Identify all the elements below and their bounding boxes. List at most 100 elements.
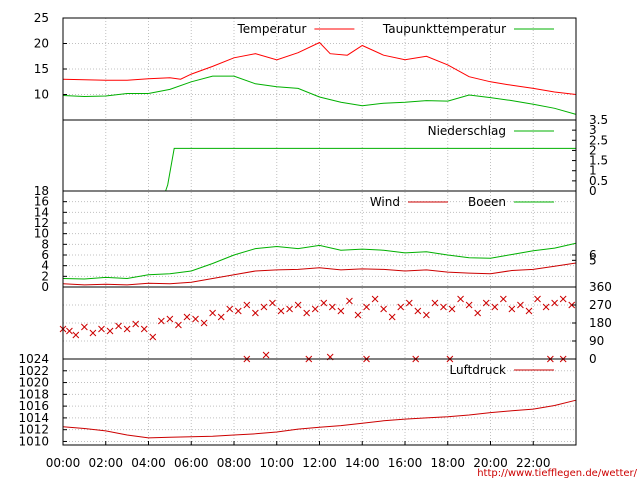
direction-point [457,295,464,303]
y-tick-label: 0 [41,280,49,294]
direction-point [354,311,362,319]
x-tick-label: 14:00 [345,456,380,470]
y-tick-label: 1010 [18,434,49,448]
direction-point [149,333,157,341]
direction-point [226,305,234,313]
x-tick-label: 20:00 [473,456,508,470]
direction-point [414,307,422,315]
y-right-tick-label: 360 [589,280,612,294]
legend-label: Boeen [468,195,506,209]
direction-point [371,295,379,303]
direction-point [482,299,490,307]
y-tick-label: 10 [34,88,49,102]
direction-point [132,320,140,328]
direction-point [192,315,199,323]
y-tick-label: 10 [34,227,49,241]
direction-point [123,325,131,333]
direction-point [508,305,516,313]
y-right-tick-label: 180 [589,316,612,330]
y-tick-label: 1014 [18,411,49,425]
direction-point [89,329,97,337]
y-right-tick-label: 1 [589,164,597,178]
direction-point [465,301,473,309]
direction-point [499,295,507,303]
direction-point [328,303,336,311]
x-tick-label: 16:00 [388,456,423,470]
direction-point [525,307,533,315]
direction-point [66,327,73,335]
y-tick-label: 8 [41,237,49,251]
direction-point [81,323,88,331]
direction-point [431,299,439,307]
direction-point [363,303,370,311]
direction-point [337,307,345,315]
direction-point [320,299,328,307]
direction-point [72,331,80,339]
y-right-tick-label: 2.5 [589,133,608,147]
y-tick-label: 2 [41,269,49,283]
source-url: http://www.tiefflegen.de/wetter/ [477,468,637,479]
y-tick-label: 15 [34,62,49,76]
series-line-wind [62,262,577,286]
direction-point [209,309,216,317]
direction-point [568,301,576,309]
legend-label: Temperatur [236,22,306,36]
y-right-tick-label: 90 [589,334,604,348]
pressure-panel-frame [62,358,577,446]
direction-point [286,305,293,313]
y-tick-label: 20 [34,37,49,51]
direction-point [551,299,558,307]
direction-point [397,303,405,311]
x-tick-label: 08:00 [217,456,252,470]
series-line-taupunkttemperatur [62,75,577,115]
y-right-tick-label: 3 [589,123,597,137]
y-tick-label: 4 [41,259,49,273]
y-right-tick-label: 5 [589,253,597,267]
y-tick-label: 16 [34,195,49,209]
frame-layer [62,17,577,446]
y-right-tick-label: 3.5 [589,113,608,127]
series-line-temperatur [62,41,577,95]
x-tick-label: 02:00 [88,456,123,470]
x-tick-label: 04:00 [131,456,166,470]
direction-point [311,305,319,313]
direction-point [517,301,524,309]
y-tick-label: 6 [41,248,49,262]
direction-point [157,317,165,325]
series-line-boeen [62,242,577,280]
y-tick-label: 14 [34,205,49,219]
x-tick-label: 18:00 [430,456,465,470]
direction-point [405,299,413,307]
direction-point [175,321,182,329]
x-tick-label: 22:00 [516,456,551,470]
y-right-tick-label: 0 [589,352,597,366]
y-tick-label: 1018 [18,387,49,401]
y-tick-label: 1022 [18,364,49,378]
direction-point [260,303,268,311]
y-right-tick-label: 2 [589,143,597,157]
direction-point [440,303,447,311]
y-right-tick-label: 1.5 [589,154,608,168]
x-tick-label: 12:00 [302,456,337,470]
direction-point [534,295,541,303]
direction-point [200,319,208,327]
direction-point [346,297,353,305]
direction-point [474,309,482,317]
direction-point [423,311,430,319]
direction-point [277,307,285,315]
direction-point [380,305,387,313]
legend-label: Niederschlag [428,124,506,138]
direction-point [140,325,148,333]
direction-point [294,301,302,309]
direction-point [262,351,270,359]
y-tick-label: 18 [34,184,49,198]
direction-point [542,303,550,311]
direction-point [183,313,191,321]
y-right-tick-label: 270 [589,298,612,312]
direction-point [491,303,499,311]
x-tick-label: 06:00 [174,456,209,470]
y-tick-label: 25 [34,11,49,25]
direction-point [234,307,242,315]
direction-point [388,313,396,321]
